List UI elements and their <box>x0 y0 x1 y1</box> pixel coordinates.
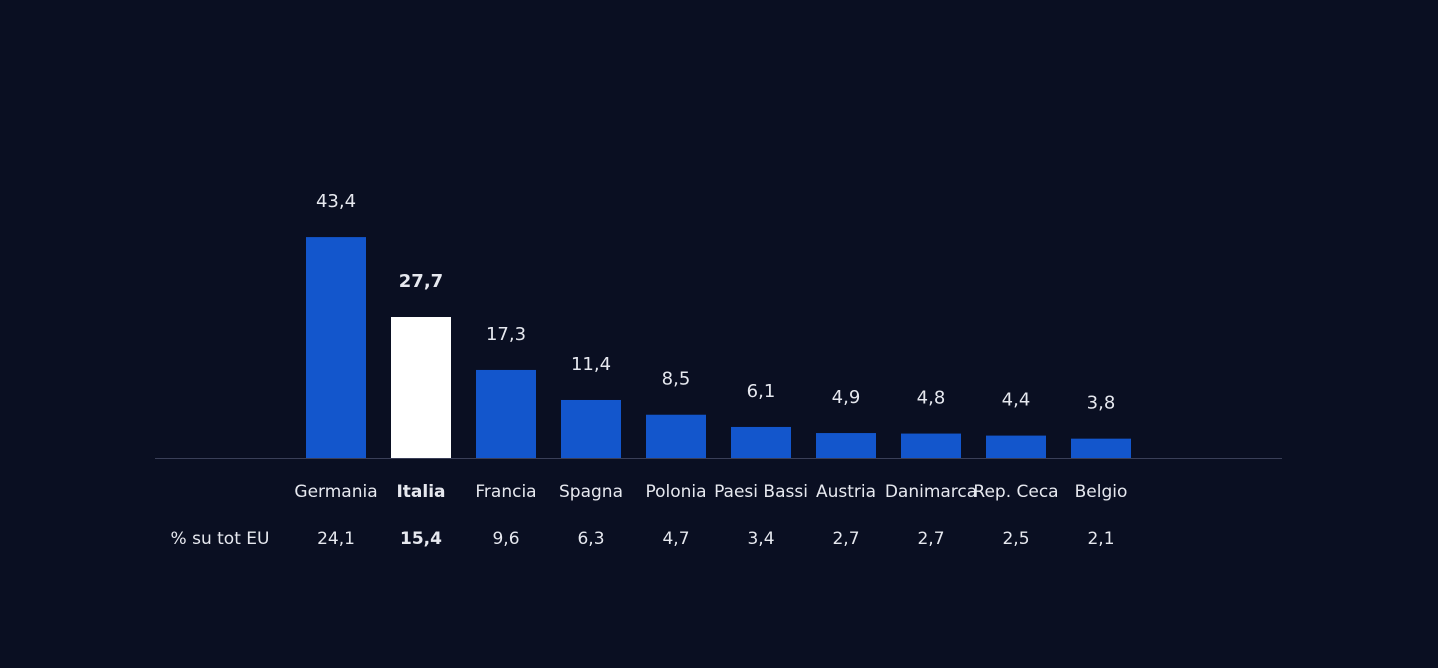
value-label: 4,9 <box>832 387 861 408</box>
share-value: 2,7 <box>832 529 859 549</box>
x-tick-label: Belgio <box>1075 482 1128 502</box>
x-tick-label: Danimarca <box>885 482 977 502</box>
value-label: 6,1 <box>747 381 776 402</box>
bar <box>306 237 366 458</box>
x-tick-label: Rep. Ceca <box>973 482 1058 502</box>
share-value: 6,3 <box>577 529 604 549</box>
share-value: 2,1 <box>1087 529 1114 549</box>
bar <box>986 435 1046 458</box>
x-tick-label: Austria <box>816 482 876 502</box>
share-row-title: % su tot EU <box>171 529 270 549</box>
bar <box>561 399 621 458</box>
x-tick-label: Polonia <box>645 482 706 502</box>
x-tick-label: Germania <box>294 482 377 502</box>
value-label: 43,4 <box>316 191 356 212</box>
share-value: 2,5 <box>1002 529 1029 549</box>
value-label: 3,8 <box>1087 393 1116 414</box>
x-tick-label: Francia <box>475 482 536 502</box>
share-value: 2,7 <box>917 529 944 549</box>
share-value: 9,6 <box>492 529 519 549</box>
x-tick-label: Spagna <box>559 482 623 502</box>
share-value: 15,4 <box>400 529 442 549</box>
bar <box>731 426 791 458</box>
bar <box>476 369 536 458</box>
bar <box>816 433 876 458</box>
value-label: 4,8 <box>917 388 946 409</box>
bar <box>901 433 961 458</box>
share-value: 24,1 <box>317 529 355 549</box>
value-label: 11,4 <box>571 354 611 375</box>
value-label: 4,4 <box>1002 390 1031 411</box>
value-label: 27,7 <box>399 271 443 292</box>
x-tick-label: Paesi Bassi <box>714 482 808 502</box>
bar <box>646 414 706 458</box>
bar <box>1071 438 1131 458</box>
value-label: 17,3 <box>486 324 526 345</box>
share-value: 3,4 <box>747 529 774 549</box>
bar <box>391 317 451 458</box>
x-tick-label: Italia <box>396 482 445 502</box>
share-value: 4,7 <box>662 529 689 549</box>
value-label: 8,5 <box>662 369 691 390</box>
